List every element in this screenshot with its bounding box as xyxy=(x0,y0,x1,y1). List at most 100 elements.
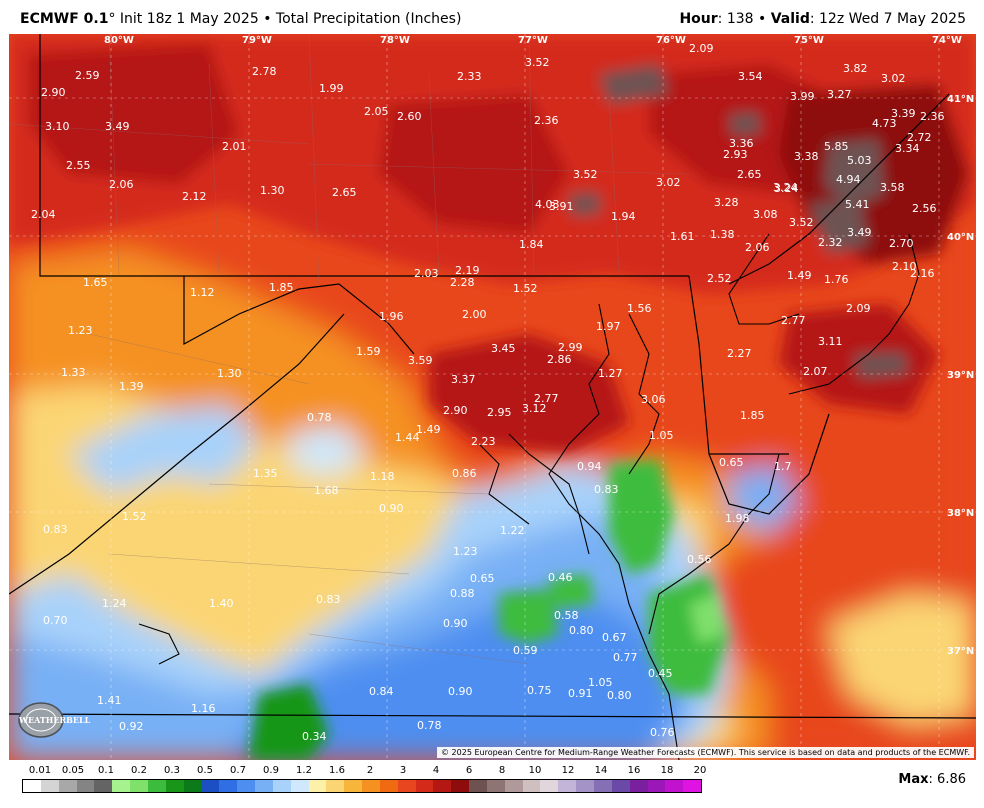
svg-text:WEATHERBELL: WEATHERBELL xyxy=(18,715,91,725)
colorbar-swatch xyxy=(362,780,380,792)
latitude-label: 41°N xyxy=(947,94,974,105)
colorbar-tick-label: 3 xyxy=(399,765,407,776)
colorbar-swatch xyxy=(379,780,398,792)
precip-value: 2.90 xyxy=(443,404,468,417)
precip-value: 5.85 xyxy=(824,140,849,153)
precip-value: 0.45 xyxy=(648,667,673,680)
precip-value: 0.90 xyxy=(443,617,468,630)
precip-value: 2.09 xyxy=(846,302,871,315)
longitude-label: 77°W xyxy=(518,35,548,46)
colorbar-swatch xyxy=(40,780,59,792)
colorbar-swatch xyxy=(629,780,648,792)
precip-value: 2.59 xyxy=(75,69,100,82)
precip-value: 2.09 xyxy=(689,42,714,55)
colorbar-tick-label: 12 xyxy=(561,765,575,776)
weatherbell-logo: WEATHERBELL xyxy=(15,700,93,740)
precip-value: 2.60 xyxy=(397,110,422,123)
precip-value: 1.94 xyxy=(611,210,636,223)
precip-value: 2.01 xyxy=(222,140,247,153)
precip-value: 0.92 xyxy=(119,720,144,733)
precip-value: 3.37 xyxy=(451,373,476,386)
green-zones xyxy=(249,459,729,760)
colorbar-tick-label: 18 xyxy=(660,765,674,776)
precip-value: 2.86 xyxy=(547,353,572,366)
precip-value: 1.85 xyxy=(740,409,765,422)
precip-value: 2.16 xyxy=(910,267,935,280)
colorbar-swatch xyxy=(344,780,363,792)
precip-highs xyxy=(9,34,976,454)
max-label: Max xyxy=(898,772,929,787)
precip-value: 0.83 xyxy=(316,593,341,606)
state-borders xyxy=(9,34,976,719)
colorbar-swatch xyxy=(522,780,541,792)
precip-value: 5.41 xyxy=(845,198,870,211)
precip-value: 1.84 xyxy=(519,238,544,251)
longitude-label: 79°W xyxy=(242,35,272,46)
precip-value: 3.59 xyxy=(408,354,433,367)
colorbar-swatch xyxy=(558,780,577,792)
colorbar-swatch xyxy=(469,780,487,792)
precip-value: 2.78 xyxy=(252,65,277,78)
colorbar-tick-label: 0.7 xyxy=(230,765,246,776)
precip-value: 1.18 xyxy=(370,470,395,483)
valid-label: Valid xyxy=(770,11,810,27)
precipitation-map[interactable]: 80°W 79°W 78°W 77°W 76°W 75°W 74°W 41°N 40°N 39°… xyxy=(9,34,976,760)
colorbar-swatch xyxy=(415,780,434,792)
precip-value: 1.24 xyxy=(102,597,127,610)
precip-value: 3.49 xyxy=(847,226,872,239)
precip-value: 1.49 xyxy=(787,269,812,282)
colorbar-swatch xyxy=(147,780,166,792)
precip-value: 0.65 xyxy=(470,572,495,585)
colorbar-swatch xyxy=(611,780,630,792)
precip-value: 0.88 xyxy=(450,587,475,600)
precip-value: 0.83 xyxy=(43,523,68,536)
precip-value: 1.68 xyxy=(314,484,339,497)
longitude-label: 80°W xyxy=(104,35,134,46)
degree-symbol: ° xyxy=(108,11,116,27)
precip-value: 4.03 xyxy=(535,198,560,211)
colorbar-swatch xyxy=(201,780,220,792)
longitude-label: 78°W xyxy=(380,35,410,46)
precip-value: 0.67 xyxy=(602,631,627,644)
header-bullet: • xyxy=(758,11,767,27)
colorbar-tick-label: 20 xyxy=(693,765,707,776)
precip-value: 0.76 xyxy=(650,726,675,739)
precip-value: 2.36 xyxy=(920,110,945,123)
colorbar-strip xyxy=(22,779,702,793)
longitude-label: 76°W xyxy=(656,35,686,46)
precip-value: 3.45 xyxy=(491,342,516,355)
colorbar-swatch xyxy=(165,780,184,792)
latitude-labels: 41°N 40°N 39°N 38°N 37°N xyxy=(947,94,974,657)
precip-value: 1.61 xyxy=(670,230,695,243)
colorbar-swatch xyxy=(23,780,41,792)
colorbar-swatch xyxy=(183,780,202,792)
precip-value: 1.30 xyxy=(260,184,285,197)
precip-value: 0.91 xyxy=(568,687,593,700)
precip-value: 2.00 xyxy=(462,308,487,321)
precip-value: 0.94 xyxy=(577,460,602,473)
precip-value-labels: 2.59 2.90 3.10 3.49 2.78 1.99 2.05 2.60 2.33 3.52… xyxy=(31,42,945,743)
graticule xyxy=(9,34,976,760)
precip-value: 1.23 xyxy=(68,324,93,337)
precip-value: 1.7 xyxy=(774,460,792,473)
precip-value: 3.27 xyxy=(827,88,852,101)
precip-value: 0.56 xyxy=(687,553,712,566)
precip-value: 1.22 xyxy=(500,524,525,537)
colorbar-swatch xyxy=(594,780,612,792)
precip-value: 2.05 xyxy=(364,105,389,118)
precip-value: 3.11 xyxy=(818,335,843,348)
longitude-label: 74°W xyxy=(932,35,962,46)
map-canvas: 80°W 79°W 78°W 77°W 76°W 75°W 74°W 41°N 40°N 39°… xyxy=(9,34,976,760)
model-name: ECMWF 0.1 xyxy=(20,11,109,27)
precip-value: 2.65 xyxy=(332,186,357,199)
precip-value: 0.90 xyxy=(448,685,473,698)
latitude-label: 40°N xyxy=(947,232,974,243)
precip-value: 1.52 xyxy=(513,282,538,295)
precip-value: 2.27 xyxy=(727,347,752,360)
colorbar-swatch xyxy=(94,780,113,792)
precip-value: 3.36 xyxy=(729,137,754,150)
valid-time-header: Hour: 138 • Valid: 12z Wed 7 May 2025 xyxy=(679,11,966,27)
precip-value: 1.05 xyxy=(649,429,674,442)
precip-value: 1.59 xyxy=(356,345,381,358)
precip-value: 1.85 xyxy=(269,281,294,294)
